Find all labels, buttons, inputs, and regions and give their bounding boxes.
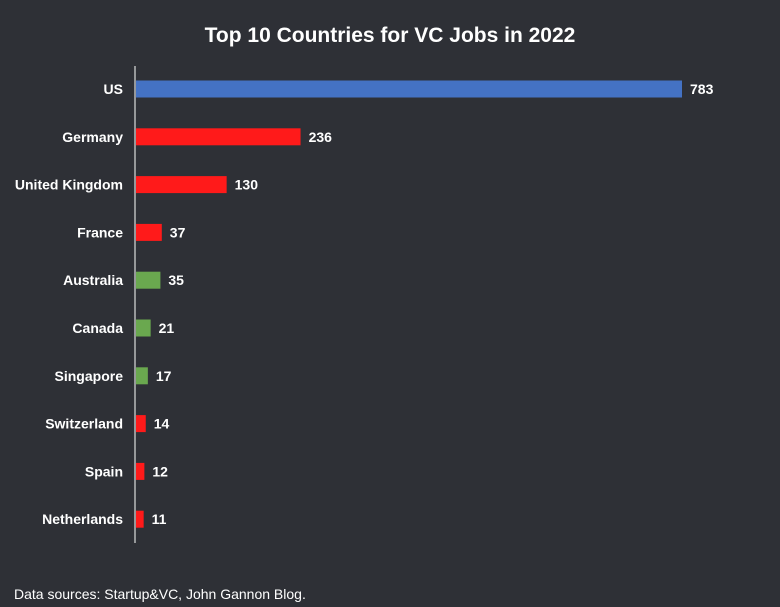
category-label-germany: Germany <box>62 129 123 145</box>
bars-group: US 783 Germany 236 United Kingdom 130 France 37… <box>15 80 714 528</box>
value-label-france: 37 <box>170 224 186 240</box>
category-label-australia: Australia <box>63 272 123 288</box>
bar-australia <box>136 271 161 289</box>
value-label-australia: 35 <box>168 272 184 288</box>
category-label-spain: Spain <box>85 463 123 479</box>
value-label-netherlands: 11 <box>152 511 167 527</box>
bar-switzerland <box>136 415 146 433</box>
value-label-united-kingdom: 130 <box>235 177 259 193</box>
bar-netherlands <box>136 510 144 528</box>
category-label-singapore: Singapore <box>55 368 124 384</box>
bar-us <box>136 80 682 98</box>
category-label-us: US <box>104 81 123 97</box>
value-label-germany: 236 <box>309 129 333 145</box>
data-source-note: Data sources: Startup&VC, John Gannon Bl… <box>14 586 306 602</box>
bar-spain <box>136 462 145 480</box>
bar-germany <box>136 128 301 146</box>
value-label-singapore: 17 <box>156 368 172 384</box>
value-label-us: 783 <box>690 81 714 97</box>
value-label-spain: 12 <box>152 463 168 479</box>
bar-singapore <box>136 367 148 385</box>
category-label-united-kingdom: United Kingdom <box>15 177 123 193</box>
bar-france <box>136 223 162 241</box>
chart-title: Top 10 Countries for VC Jobs in 2022 <box>204 24 576 47</box>
category-label-switzerland: Switzerland <box>45 416 123 432</box>
value-label-canada: 21 <box>159 320 175 336</box>
category-label-france: France <box>77 224 123 240</box>
category-label-netherlands: Netherlands <box>42 511 123 527</box>
bar-united-kingdom <box>136 176 227 194</box>
category-label-canada: Canada <box>72 320 123 336</box>
bar-canada <box>136 319 151 337</box>
value-label-switzerland: 14 <box>154 416 170 432</box>
